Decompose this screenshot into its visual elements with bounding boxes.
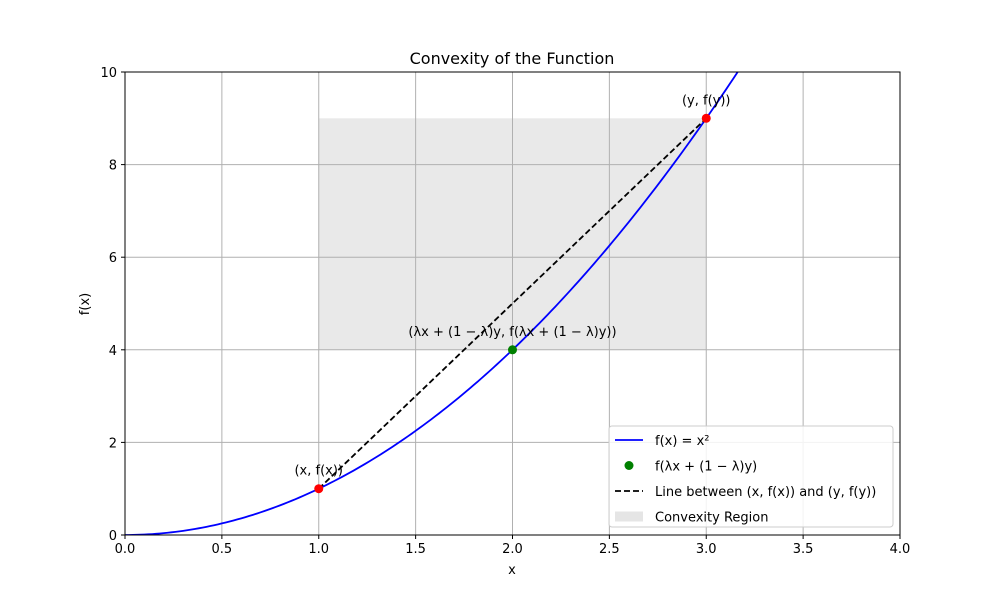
x-tick-label: 3.5 bbox=[793, 542, 814, 557]
x-tick-label: 1.5 bbox=[405, 542, 426, 557]
legend-label: Line between (x, f(x)) and (y, f(y)) bbox=[655, 485, 876, 500]
x-tick-label: 4.0 bbox=[890, 542, 911, 557]
point-annotation: (x, f(x)) bbox=[294, 464, 343, 479]
x-tick-label: 2.0 bbox=[502, 542, 523, 557]
y-tick-label: 2 bbox=[109, 436, 117, 451]
x-tick-label: 2.5 bbox=[599, 542, 620, 557]
point-annotation: (y, f(y)) bbox=[682, 93, 731, 108]
chart-title: Convexity of the Function bbox=[410, 49, 615, 68]
points-layer bbox=[314, 113, 711, 494]
ticks: 0.0 0.5 1.0 1.5 2.0 2.5 3.0 3.5 4.0 0 2 4 6 8 10 bbox=[100, 66, 910, 557]
point-annotation: (λx + (1 − λ)y, f(λx + (1 − λ)y)) bbox=[408, 325, 616, 340]
x-tick-label: 1.0 bbox=[308, 542, 329, 557]
y-tick-label: 10 bbox=[100, 66, 117, 81]
legend-label: f(λx + (1 − λ)y) bbox=[655, 460, 757, 475]
y-tick-label: 0 bbox=[109, 529, 117, 544]
data-point bbox=[701, 113, 711, 123]
y-axis-label: f(x) bbox=[78, 293, 93, 315]
x-tick-label: 3.0 bbox=[696, 542, 717, 557]
x-tick-label: 0.5 bbox=[212, 542, 233, 557]
legend-frame bbox=[608, 425, 894, 528]
data-point bbox=[314, 484, 324, 494]
x-tick-label: 0.0 bbox=[115, 542, 136, 557]
legend-label: Convexity Region bbox=[655, 511, 768, 526]
y-tick-label: 4 bbox=[109, 344, 117, 359]
legend-label: f(x) = x² bbox=[655, 434, 709, 449]
legend-swatch-patch bbox=[615, 511, 643, 522]
legend: f(x) = x² f(λx + (1 − λ)y) Line between (x… bbox=[608, 425, 894, 528]
data-point bbox=[508, 345, 517, 355]
annotations: (x, f(x)) (y, f(y)) (λx + (1 − λ)y, f(λx +… bbox=[294, 93, 730, 478]
y-tick-label: 6 bbox=[109, 251, 117, 266]
legend-swatch-marker bbox=[624, 461, 634, 470]
x-axis-label: x bbox=[508, 563, 516, 578]
chord-line bbox=[318, 117, 707, 490]
y-tick-label: 8 bbox=[109, 159, 117, 174]
